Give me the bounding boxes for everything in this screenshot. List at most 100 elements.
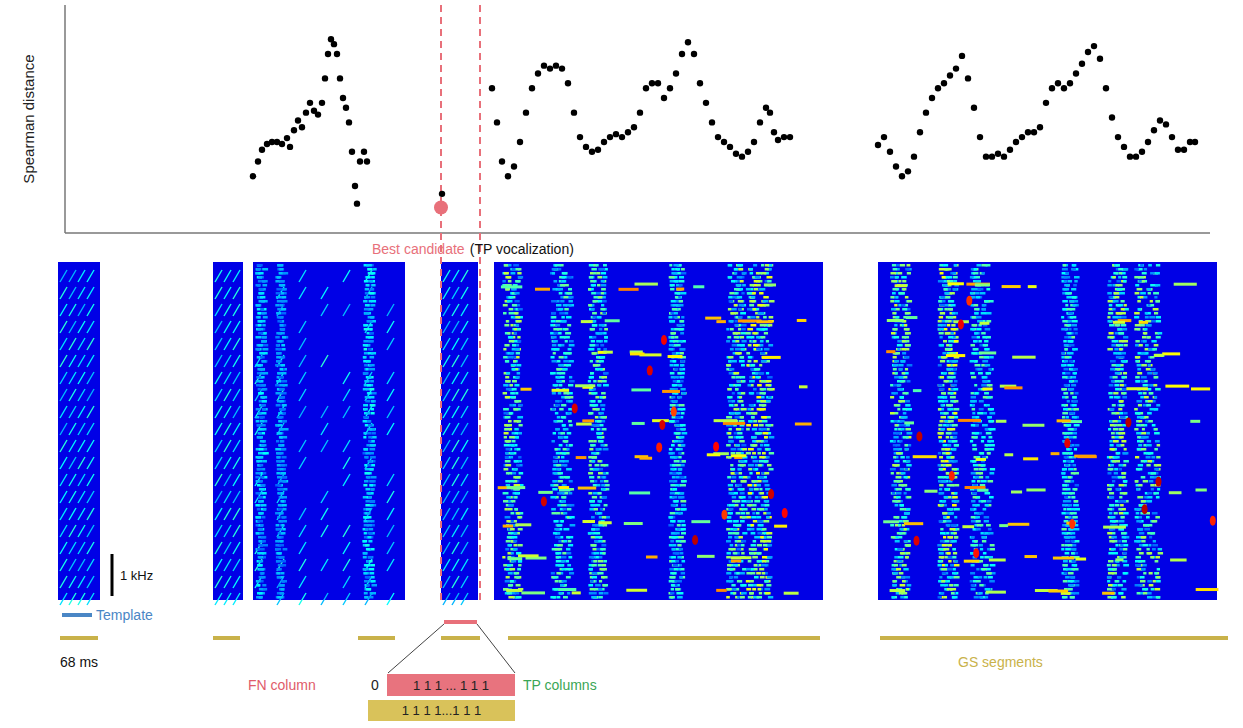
spectrogram-cell	[510, 452, 514, 455]
spectrogram-cell	[562, 452, 567, 455]
spectrogram-cell	[505, 516, 511, 519]
spectrogram-cell	[550, 372, 556, 375]
spectrogram-cell	[602, 496, 607, 499]
spectrogram-cell	[277, 576, 281, 579]
spectrogram-cell	[558, 344, 562, 347]
spectrogram-cell	[258, 428, 263, 431]
spectrogram-cell	[505, 548, 509, 551]
spectrogram-cell	[363, 300, 367, 303]
spectrogram-cell	[564, 436, 568, 439]
spectrogram-cell	[516, 584, 521, 587]
spectrogram-cell	[567, 324, 571, 327]
spectrogram-cell	[553, 576, 558, 579]
spectrogram-cell	[260, 440, 264, 443]
spectrogram-cell	[558, 288, 563, 291]
spectrogram-cell	[366, 488, 371, 491]
spectrogram-cell	[598, 492, 602, 495]
spectrogram-cell	[596, 340, 601, 343]
spectrogram-cell	[565, 332, 571, 335]
spectrogram-cell	[370, 288, 374, 291]
spectrogram-cell	[261, 444, 266, 447]
spectrogram-cell	[601, 280, 605, 283]
spectrogram-cell	[565, 328, 569, 331]
spectrogram-cell	[600, 268, 606, 271]
spectrogram-cell	[256, 408, 261, 411]
spectrogram-cell	[598, 472, 603, 475]
spectrogram-cell	[255, 348, 260, 351]
spectrogram-cell	[591, 428, 594, 431]
spectrogram-cell	[509, 312, 515, 315]
spectrogram-cell	[553, 480, 558, 483]
spectrogram-cell	[555, 580, 558, 583]
spectrogram-cell	[256, 480, 260, 483]
spectrogram-cell	[512, 404, 516, 407]
spectrogram-cell	[256, 376, 261, 379]
spectrogram-cell	[506, 540, 511, 543]
spectrogram-cell	[258, 388, 261, 391]
spectrogram-cell	[513, 468, 516, 471]
spectrogram-cell	[372, 584, 377, 587]
spectrogram-cell	[589, 440, 594, 443]
spectrogram-cell	[569, 360, 574, 363]
spectrogram-cell	[569, 296, 574, 299]
spectrogram-cell	[598, 384, 601, 387]
spectrogram-cell	[595, 396, 599, 399]
spectrogram-cell	[262, 492, 267, 495]
spectrogram-cell	[262, 268, 268, 271]
spectrogram-cell	[603, 384, 609, 387]
spectrogram-cell	[261, 412, 267, 415]
spectrogram-cell	[554, 332, 559, 335]
spectrogram-cell	[516, 464, 520, 467]
spectrogram-cell	[517, 416, 523, 419]
spectrogram-cell	[366, 548, 370, 551]
spectrogram-cell	[504, 468, 509, 471]
spectrogram-cell	[566, 548, 570, 551]
spectrogram-cell	[282, 404, 287, 407]
spectrogram-cell	[510, 392, 515, 395]
spectrogram-cell	[364, 516, 370, 519]
spectrogram-cell	[504, 432, 509, 435]
spectrogram-cell	[276, 456, 280, 459]
spectrogram-cell	[279, 428, 284, 431]
spectrogram-cell	[551, 336, 556, 339]
spectrogram-cell	[277, 572, 280, 575]
spectrogram-cell	[258, 528, 263, 531]
spectrogram-cell	[518, 404, 523, 407]
spectrogram-cell	[281, 492, 284, 495]
spectrogram-cell	[514, 408, 519, 411]
spectrogram-cell	[505, 376, 509, 379]
spectrogram-cell	[550, 596, 555, 599]
spectrogram-cell	[259, 496, 263, 499]
spectrogram-cell	[517, 372, 521, 375]
spectrogram-cell	[255, 516, 261, 519]
spectrogram-cell	[257, 508, 260, 511]
spectrogram-cell	[277, 432, 282, 435]
spectrogram-cell	[366, 276, 371, 279]
spectrogram-cell	[561, 404, 566, 407]
spectrogram-cell	[281, 312, 286, 315]
spectrogram-cell	[364, 380, 369, 383]
spectrogram-cell	[564, 296, 569, 299]
spectrogram-cell	[600, 356, 605, 359]
spectrogram-cell	[562, 272, 567, 275]
spectrogram-cell	[556, 428, 560, 431]
spectrogram-cell	[564, 312, 568, 315]
spectrogram-cell	[371, 300, 376, 303]
spectrogram-cell	[256, 380, 261, 383]
spectrogram-cell	[507, 592, 512, 595]
spectrogram-cell	[553, 456, 558, 459]
spectrogram-cell	[259, 448, 264, 451]
spectrogram-cell	[259, 552, 264, 555]
spectrogram-cell	[263, 588, 267, 591]
spectrogram-cell	[557, 376, 560, 379]
spectrogram-cell	[504, 324, 509, 327]
spectrogram-cell	[367, 420, 371, 423]
spectrogram-cell	[591, 404, 596, 407]
spectrogram-cell	[564, 476, 570, 479]
spectrogram-cell	[363, 448, 368, 451]
spectrogram-cell	[563, 596, 568, 599]
spectrogram-cell	[591, 392, 596, 395]
spectrogram-cell	[259, 288, 264, 291]
spectrogram-cell	[603, 396, 607, 399]
spectrogram-cell	[369, 340, 373, 343]
